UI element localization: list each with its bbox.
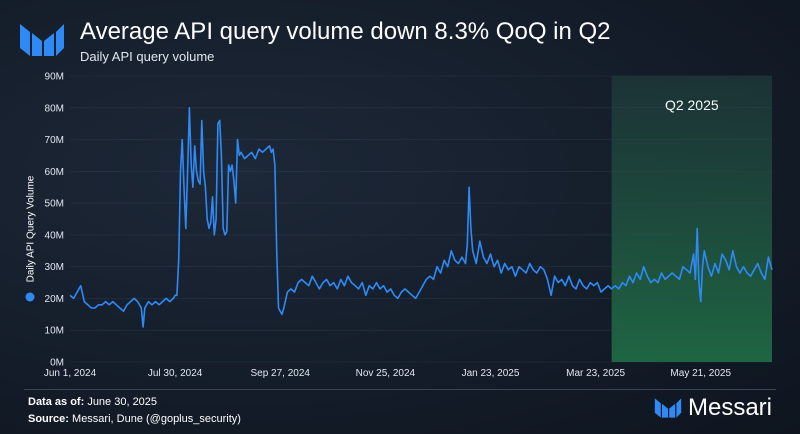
q2-highlight-region	[611, 76, 772, 362]
x-tick-label: May 21, 2025	[670, 368, 731, 379]
chart-subtitle: Daily API query volume	[80, 49, 215, 64]
y-tick-label: 90M	[45, 72, 64, 83]
y-tick-label: 40M	[45, 230, 64, 241]
legend-marker	[25, 292, 35, 302]
brand-name: Messari	[687, 394, 772, 421]
source-value: Messari, Dune (@goplus_security)	[72, 413, 241, 425]
x-tick-label: Sep 27, 2024	[250, 368, 310, 379]
x-tick-label: Jan 23, 2025	[462, 368, 520, 379]
messari-logo-icon	[20, 24, 64, 56]
x-tick-label: Mar 23, 2025	[566, 368, 625, 379]
q2-highlight-label: Q2 2025	[665, 97, 719, 113]
y-tick-label: 60M	[45, 167, 64, 178]
y-tick-label: 50M	[45, 199, 64, 210]
data-as-of-value: June 30, 2025	[87, 396, 158, 408]
data-as-of: Data as of: June 30, 2025	[28, 396, 157, 408]
brand-logo: Messari	[654, 394, 772, 422]
source-label: Source:	[28, 413, 69, 425]
y-tick-label: 20M	[45, 294, 64, 305]
y-tick-label: 80M	[45, 103, 64, 114]
source-line: Source: Messari, Dune (@goplus_security)	[28, 413, 241, 425]
y-tick-label: 70M	[45, 135, 64, 146]
chart-title: Average API query volume down 8.3% QoQ i…	[80, 18, 611, 45]
series-line	[69, 107, 773, 328]
y-tick-label: 30M	[45, 262, 64, 273]
data-as-of-label: Data as of:	[28, 396, 85, 408]
x-tick-label: Jul 30, 2024	[148, 368, 203, 379]
x-tick-label: Jun 1, 2024	[44, 368, 97, 379]
y-axis-label: Daily API Query Volume	[26, 175, 37, 282]
messari-brand-icon	[654, 398, 682, 418]
footer-divider	[24, 389, 776, 390]
y-tick-label: 10M	[45, 326, 64, 337]
x-tick-label: Nov 25, 2024	[356, 368, 416, 379]
y-tick-label: 0M	[50, 358, 64, 369]
